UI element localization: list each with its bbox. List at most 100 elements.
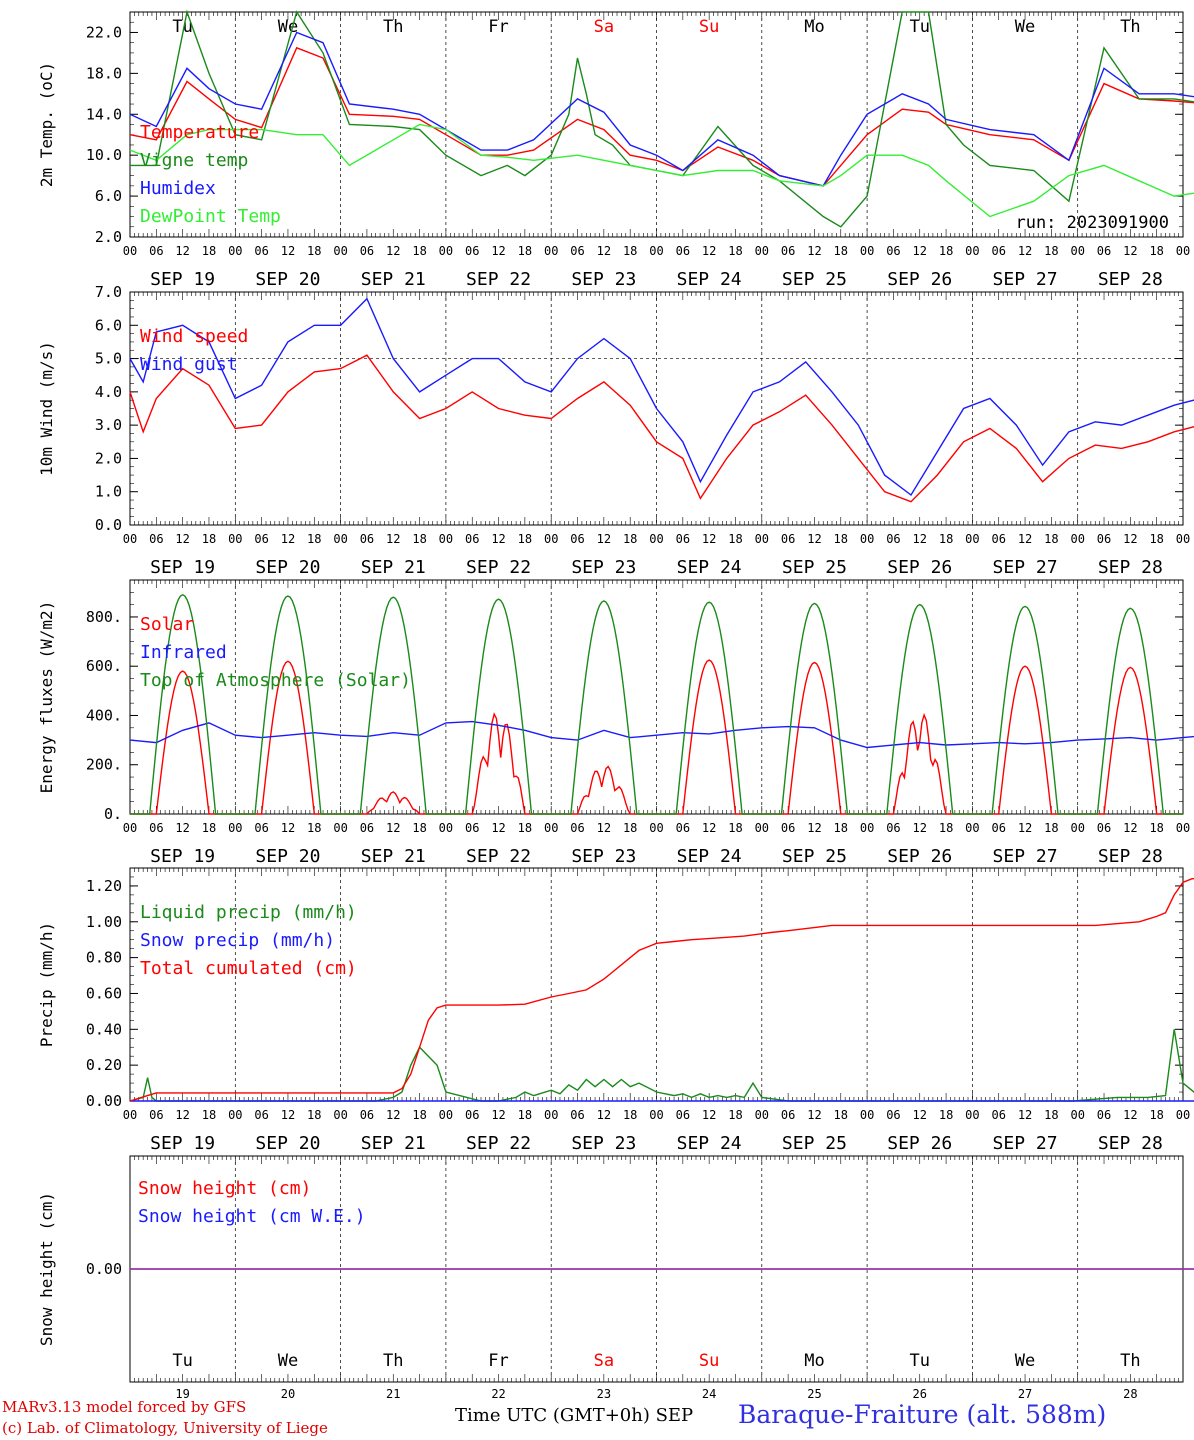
weekday-label: Th xyxy=(383,17,403,37)
hour-tick-label: 06 xyxy=(360,532,374,546)
hour-tick-label: 12 xyxy=(281,244,295,258)
hour-tick-label: 18 xyxy=(1149,244,1163,258)
series-line-total-cumulated-cm- xyxy=(129,877,1194,1102)
series-line-wind-gust xyxy=(129,297,1194,497)
hour-tick-label: 06 xyxy=(149,821,163,835)
hour-tick-label: 00 xyxy=(965,821,979,835)
hour-tick-label: 12 xyxy=(491,244,505,258)
y-axis-label: Precip (mm/h) xyxy=(37,922,56,1047)
legend-entry: Temperature xyxy=(140,122,259,143)
hour-tick-label: 06 xyxy=(781,532,795,546)
hour-tick-label: 12 xyxy=(597,532,611,546)
weekday-label: Tu xyxy=(910,1351,930,1371)
hour-tick-label: 06 xyxy=(570,821,584,835)
hour-tick-label: 12 xyxy=(913,1108,927,1122)
hour-tick-label: 06 xyxy=(570,532,584,546)
day-label: SEP 21 xyxy=(361,557,426,578)
hour-tick-label: 12 xyxy=(1018,821,1032,835)
legend-entry: Solar xyxy=(140,614,194,635)
hour-tick-label: 18 xyxy=(307,1108,321,1122)
hour-tick-label: 18 xyxy=(518,244,532,258)
hour-tick-label: 06 xyxy=(781,821,795,835)
hour-tick-label: 12 xyxy=(913,821,927,835)
weekday-label: Su xyxy=(699,17,719,37)
hour-tick-label: 18 xyxy=(202,532,216,546)
hour-tick-label: 18 xyxy=(623,244,637,258)
hour-tick-label: 12 xyxy=(386,1108,400,1122)
weekday-label: Fr xyxy=(488,17,508,37)
hour-tick-label: 18 xyxy=(518,1108,532,1122)
hour-tick-label: 06 xyxy=(465,244,479,258)
day-label: SEP 25 xyxy=(782,269,847,290)
day-number-label: 23 xyxy=(597,1387,611,1400)
hour-tick-label: 06 xyxy=(991,532,1005,546)
day-label: SEP 24 xyxy=(677,1133,742,1154)
hour-tick-label: 00 xyxy=(860,1108,874,1122)
weekday-label: We xyxy=(1015,1351,1035,1371)
y-tick-label: 0. xyxy=(104,805,122,823)
hour-tick-label: 00 xyxy=(649,532,663,546)
hour-tick-label: 18 xyxy=(834,821,848,835)
y-tick-label: 1.20 xyxy=(86,877,122,895)
hour-tick-label: 06 xyxy=(886,532,900,546)
day-label: SEP 25 xyxy=(782,557,847,578)
hour-tick-label: 12 xyxy=(1018,244,1032,258)
hour-tick-label: 12 xyxy=(1123,532,1137,546)
hour-tick-label: 06 xyxy=(1097,532,1111,546)
y-axis-label: Energy fluxes (W/m2) xyxy=(37,601,56,794)
hour-tick-label: 06 xyxy=(886,1108,900,1122)
hour-tick-label: 12 xyxy=(386,244,400,258)
day-label: SEP 19 xyxy=(150,1133,215,1154)
day-number-label: 28 xyxy=(1123,1387,1137,1400)
hour-tick-label: 18 xyxy=(728,821,742,835)
hour-tick-label: 06 xyxy=(1097,821,1111,835)
y-tick-label: 10.0 xyxy=(86,146,122,164)
day-label: SEP 28 xyxy=(1098,846,1163,867)
y-tick-label: 14.0 xyxy=(86,105,122,123)
hour-tick-label: 00 xyxy=(123,532,137,546)
y-tick-label: 3.0 xyxy=(95,416,122,434)
hour-tick-label: 00 xyxy=(1070,532,1084,546)
hour-tick-label: 00 xyxy=(1176,821,1190,835)
hour-tick-label: 12 xyxy=(1123,244,1137,258)
hour-tick-label: 06 xyxy=(781,244,795,258)
hour-tick-label: 12 xyxy=(702,532,716,546)
hour-tick-label: 18 xyxy=(202,1108,216,1122)
day-label: SEP 25 xyxy=(782,1133,847,1154)
hour-tick-label: 00 xyxy=(123,244,137,258)
day-label: SEP 26 xyxy=(887,557,952,578)
y-tick-label: 600. xyxy=(86,657,122,675)
hour-tick-label: 12 xyxy=(281,532,295,546)
hour-tick-label: 00 xyxy=(228,532,242,546)
weekday-label: Tu xyxy=(910,17,930,37)
hour-tick-label: 00 xyxy=(228,1108,242,1122)
y-tick-label: 0.00 xyxy=(86,1260,122,1278)
day-label: SEP 27 xyxy=(993,269,1058,290)
hour-tick-label: 00 xyxy=(333,1108,347,1122)
hour-tick-label: 00 xyxy=(439,244,453,258)
hour-tick-label: 18 xyxy=(623,532,637,546)
legend-entry: Top of Atmosphere (Solar) xyxy=(140,670,411,691)
hour-tick-label: 18 xyxy=(412,821,426,835)
hour-tick-label: 06 xyxy=(991,244,1005,258)
y-tick-label: 7.0 xyxy=(95,283,122,301)
y-tick-label: 0.80 xyxy=(86,949,122,967)
weekday-label: Mo xyxy=(804,17,824,37)
x-axis-label: Time UTC (GMT+0h) SEP xyxy=(455,1405,694,1426)
hour-tick-label: 00 xyxy=(965,532,979,546)
day-label: SEP 21 xyxy=(361,846,426,867)
hour-tick-label: 06 xyxy=(465,821,479,835)
hour-tick-label: 18 xyxy=(1044,821,1058,835)
hour-tick-label: 06 xyxy=(360,821,374,835)
hour-tick-label: 12 xyxy=(281,1108,295,1122)
hour-tick-label: 00 xyxy=(649,821,663,835)
day-label: SEP 21 xyxy=(361,269,426,290)
hour-tick-label: 18 xyxy=(939,532,953,546)
hour-tick-label: 00 xyxy=(123,821,137,835)
day-label: SEP 20 xyxy=(255,269,320,290)
hour-tick-label: 12 xyxy=(386,821,400,835)
hour-tick-label: 06 xyxy=(254,821,268,835)
day-label: SEP 20 xyxy=(255,1133,320,1154)
day-label: SEP 23 xyxy=(571,557,636,578)
hour-tick-label: 12 xyxy=(597,1108,611,1122)
